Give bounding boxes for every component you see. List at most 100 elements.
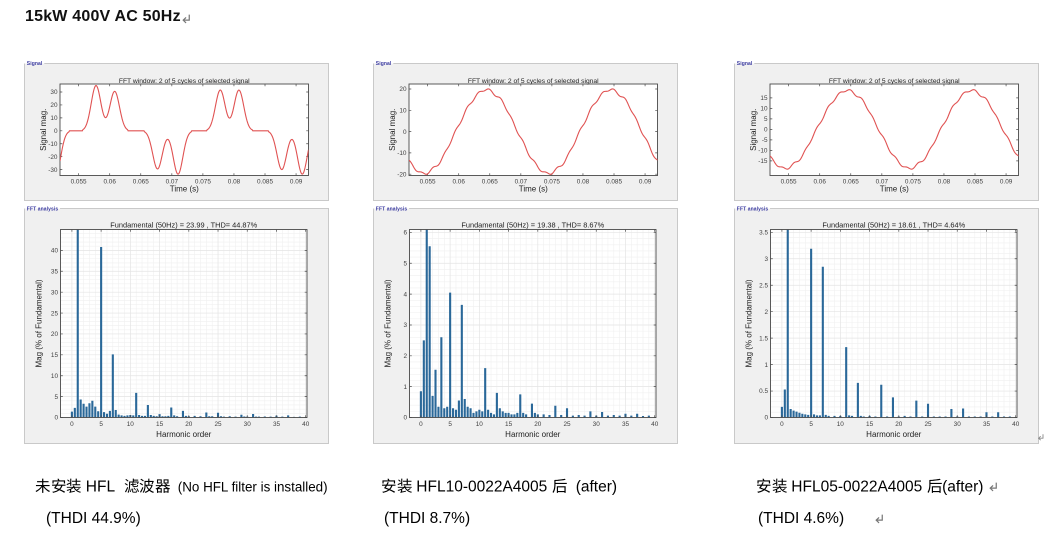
svg-text:-20: -20 [48,154,58,161]
svg-text:40: 40 [651,421,659,428]
svg-text:0.07: 0.07 [515,179,528,186]
svg-text:-20: -20 [397,171,407,178]
svg-text:0.055: 0.055 [71,179,87,186]
svg-text:-5: -5 [762,137,768,144]
svg-text:-30: -30 [48,167,58,174]
svg-text:0: 0 [764,415,768,422]
svg-text:0: 0 [764,127,768,134]
svg-text:30: 30 [50,89,58,96]
svg-text:Signal mag.: Signal mag. [749,109,758,151]
svg-text:1.5: 1.5 [759,335,768,342]
svg-text:35: 35 [51,269,59,276]
svg-text:0.08: 0.08 [577,179,590,186]
svg-text:FFT analysis: FFT analysis [376,207,408,213]
svg-text:3: 3 [764,256,768,263]
svg-text:0.055: 0.055 [420,179,436,186]
svg-text:Fundamental (50Hz) = 19.38 , T: Fundamental (50Hz) = 19.38 , THD= 8.67% [461,220,604,229]
svg-text:FFT window: 2 of 5 cycles of s: FFT window: 2 of 5 cycles of selected si… [468,78,599,85]
svg-text:Time (s): Time (s) [880,184,909,193]
svg-text:3: 3 [403,322,407,329]
svg-text:25: 25 [924,421,932,428]
svg-text:25: 25 [563,421,571,428]
svg-text:20: 20 [50,102,58,109]
svg-text:20: 20 [399,86,407,93]
svg-text:20: 20 [185,421,193,428]
svg-text:2.5: 2.5 [759,282,768,289]
svg-text:0.085: 0.085 [606,179,622,186]
svg-text:0.08: 0.08 [938,179,951,186]
svg-text:5: 5 [764,116,768,123]
svg-text:FFT window: 2 of 5 cycles of s: FFT window: 2 of 5 cycles of selected si… [829,78,960,85]
svg-text:5: 5 [99,421,103,428]
svg-text:Harmonic order: Harmonic order [505,430,560,439]
svg-text:15: 15 [760,95,768,102]
svg-text:0.07: 0.07 [876,179,889,186]
svg-text:20: 20 [895,421,903,428]
svg-text:25: 25 [214,421,222,428]
svg-text:40: 40 [1012,421,1020,428]
svg-text:5: 5 [54,394,58,401]
svg-text:5: 5 [403,261,407,268]
svg-text:-10: -10 [48,141,58,148]
svg-text:30: 30 [244,421,252,428]
svg-text:4: 4 [403,291,407,298]
svg-text:30: 30 [954,421,962,428]
svg-text:-10: -10 [758,148,768,155]
svg-text:0.06: 0.06 [103,179,116,186]
svg-text:35: 35 [273,421,281,428]
svg-text:0.09: 0.09 [639,179,652,186]
svg-text:Signal mag.: Signal mag. [388,109,397,151]
svg-text:Harmonic order: Harmonic order [156,430,211,439]
svg-text:0.065: 0.065 [482,179,498,186]
svg-text:0.055: 0.055 [781,179,797,186]
svg-text:Fundamental (50Hz) = 23.99 , T: Fundamental (50Hz) = 23.99 , THD= 44.87% [110,220,257,229]
svg-text:15: 15 [866,421,874,428]
svg-text:10: 10 [127,421,135,428]
svg-text:Signal: Signal [376,61,392,67]
svg-text:2: 2 [403,353,407,360]
svg-text:Signal: Signal [737,61,753,67]
svg-text:FFT analysis: FFT analysis [737,207,769,213]
svg-text:0: 0 [403,415,407,422]
svg-text:0.085: 0.085 [967,179,983,186]
svg-text:35: 35 [983,421,991,428]
svg-text:FFT window: 2 of 5 cycles of s: FFT window: 2 of 5 cycles of selected si… [119,78,250,85]
svg-text:Fundamental (50Hz) = 18.61 , T: Fundamental (50Hz) = 18.61 , THD= 4.64% [822,220,965,229]
svg-text:0: 0 [70,421,74,428]
svg-text:25: 25 [51,310,59,317]
svg-text:Time (s): Time (s) [519,184,548,193]
svg-text:Time (s): Time (s) [170,184,199,193]
svg-text:0.07: 0.07 [166,179,179,186]
svg-text:0.075: 0.075 [544,179,560,186]
svg-text:15: 15 [51,352,59,359]
svg-text:10: 10 [476,421,484,428]
svg-text:0: 0 [403,129,407,136]
svg-text:40: 40 [51,248,59,255]
svg-text:6: 6 [403,230,407,237]
svg-text:35: 35 [622,421,630,428]
svg-text:0.06: 0.06 [813,179,826,186]
svg-text:-15: -15 [758,158,768,165]
svg-text:0: 0 [54,415,58,422]
svg-text:Mag (% of Fundamental): Mag (% of Fundamental) [745,279,754,367]
svg-text:0.065: 0.065 [843,179,859,186]
svg-text:40: 40 [302,421,310,428]
svg-text:0: 0 [54,128,58,135]
svg-text:1: 1 [764,362,768,369]
svg-text:FFT analysis: FFT analysis [27,207,59,213]
svg-text:15: 15 [156,421,164,428]
svg-text:2: 2 [764,309,768,316]
svg-text:0.5: 0.5 [759,388,768,395]
svg-text:Harmonic order: Harmonic order [866,430,921,439]
svg-text:0: 0 [780,421,784,428]
svg-text:20: 20 [534,421,542,428]
svg-text:20: 20 [51,331,59,338]
svg-text:Mag (% of Fundamental): Mag (% of Fundamental) [384,279,393,367]
svg-text:15: 15 [505,421,513,428]
svg-text:Mag (% of Fundamental): Mag (% of Fundamental) [35,279,44,367]
svg-text:5: 5 [448,421,452,428]
svg-text:10: 10 [837,421,845,428]
svg-text:0.075: 0.075 [195,179,211,186]
svg-text:0.09: 0.09 [1000,179,1013,186]
svg-text:0.08: 0.08 [228,179,241,186]
